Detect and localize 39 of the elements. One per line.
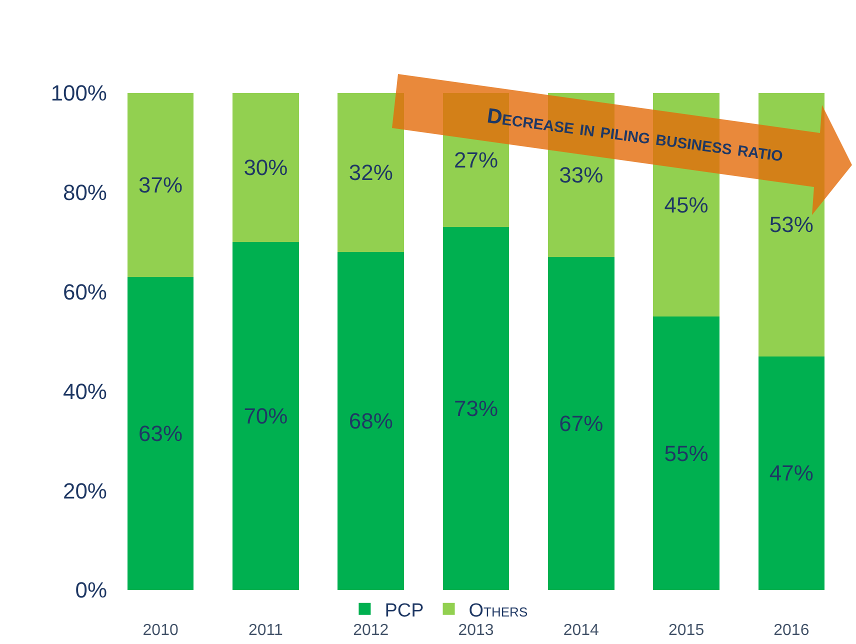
bar: [758, 356, 825, 590]
bar: [338, 93, 404, 252]
data-label: 68%: [348, 408, 393, 434]
data-label: 30%: [244, 155, 288, 180]
y-tick-label: 60%: [62, 280, 107, 304]
data-label: 32%: [348, 160, 393, 186]
y-tick-label: 0%: [75, 578, 107, 603]
y-tick-label: 100%: [50, 80, 107, 106]
bar: [338, 252, 404, 590]
bar: [442, 227, 510, 590]
y-tick-label: 20%: [62, 478, 107, 504]
data-label: 37%: [138, 172, 183, 198]
x-tick-label: 2010: [142, 622, 178, 639]
bar: [127, 93, 194, 277]
data-label: 73%: [454, 396, 498, 422]
data-label: 45%: [664, 192, 708, 218]
legend-label: Others: [468, 600, 528, 622]
bar: [548, 257, 614, 590]
data-label: 33%: [559, 162, 604, 188]
x-tick-label: 2015: [668, 622, 704, 639]
data-label: 27%: [454, 148, 498, 173]
x-tick-label: 2011: [248, 622, 284, 639]
data-label: 70%: [244, 404, 288, 429]
y-tick-label: 80%: [62, 180, 107, 206]
data-label: 53%: [769, 212, 814, 238]
bar: [653, 316, 720, 590]
y-tick-label: 40%: [62, 378, 107, 404]
data-label: 63%: [138, 420, 183, 446]
bar: [232, 93, 299, 242]
legend-label: PCP: [384, 600, 424, 622]
x-tick-label: 2014: [563, 622, 600, 639]
bar: [127, 276, 194, 590]
x-tick-label: 2016: [774, 622, 810, 639]
bar: [232, 242, 299, 590]
data-label: 55%: [664, 440, 708, 466]
data-label: 47%: [769, 460, 814, 486]
x-tick-label: 2013: [458, 622, 494, 639]
data-label: 67%: [559, 411, 604, 436]
x-tick-label: 2012: [353, 622, 389, 639]
